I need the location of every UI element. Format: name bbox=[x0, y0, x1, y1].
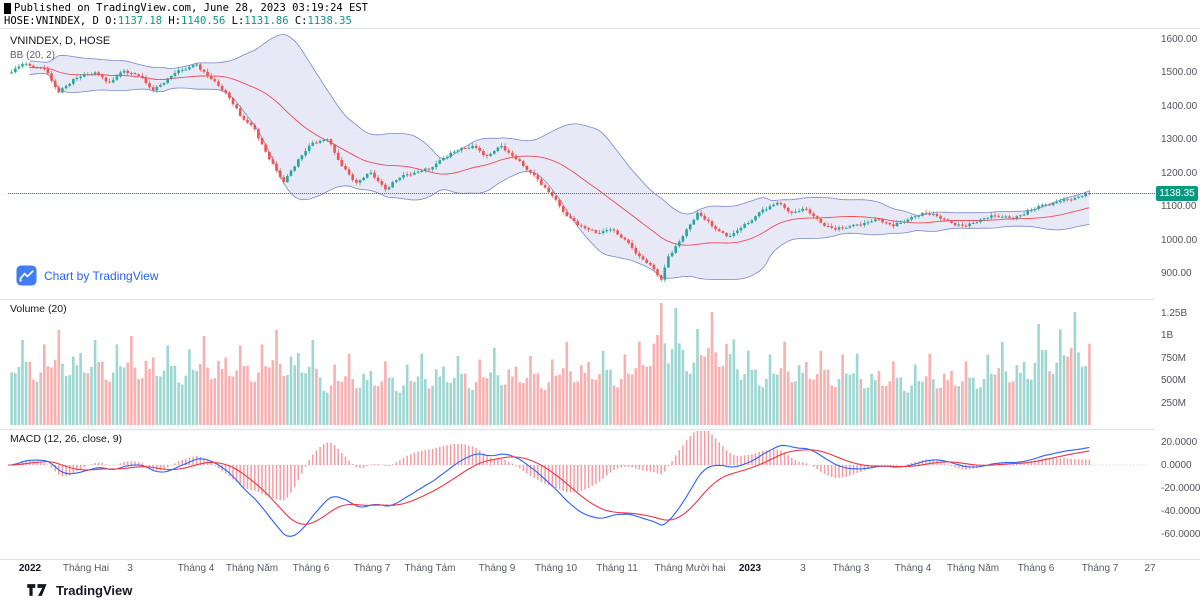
time-tick-label: 2022 bbox=[18, 563, 42, 574]
axis-tick-label: 750M bbox=[1161, 352, 1187, 364]
cursor-block bbox=[4, 2, 11, 14]
low-label: L: bbox=[231, 15, 245, 27]
axis-tick-label: -40.0000 bbox=[1161, 506, 1200, 517]
footer-brand[interactable]: TradingView bbox=[56, 582, 133, 598]
pane-separator[interactable] bbox=[0, 429, 1200, 430]
axis-tick-label: 1500.00 bbox=[1161, 67, 1198, 79]
price-pane-svg[interactable] bbox=[0, 29, 1155, 299]
time-tick-label: Tháng 4 bbox=[894, 563, 932, 574]
timescale-separator bbox=[0, 559, 1200, 560]
time-tick-label: Tháng 4 bbox=[177, 563, 215, 574]
low-value: 1131.86 bbox=[244, 15, 295, 27]
axis-tick-label: 900.00 bbox=[1161, 268, 1192, 279]
published-line: Published on TradingView.com, June 28, 2… bbox=[4, 2, 368, 14]
macd-legend[interactable]: MACD (12, 26, close, 9) bbox=[10, 433, 123, 445]
axis-tick-label: 1.25B bbox=[1161, 307, 1188, 319]
time-tick-label: Tháng Hai bbox=[62, 563, 110, 574]
chart-frame: VNINDEX, D, HOSE BB (20, 2) Volume (20) … bbox=[0, 28, 1200, 578]
volume-legend[interactable]: Volume (20) bbox=[10, 303, 67, 315]
axis-tick-label: 500M bbox=[1161, 375, 1187, 386]
tradingview-logo-icon[interactable] bbox=[26, 583, 50, 597]
price-legend-bb[interactable]: BB (20, 2) bbox=[10, 50, 56, 61]
axis-tick-label: 1B bbox=[1161, 330, 1174, 341]
axis-tick-label: 0.0000 bbox=[1161, 460, 1192, 471]
time-tick-label: Tháng 10 bbox=[534, 563, 578, 574]
time-tick-label: 3 bbox=[800, 563, 806, 574]
axis-tick-label: -20.0000 bbox=[1161, 483, 1200, 494]
footer: TradingView bbox=[0, 578, 1200, 602]
close-label: C: bbox=[294, 15, 308, 27]
time-tick-label: 3 bbox=[127, 563, 133, 574]
time-tick-label: Tháng 9 bbox=[478, 563, 516, 574]
tradingview-watermark[interactable]: Chart by TradingView bbox=[16, 265, 159, 286]
tradingview-watermark-icon bbox=[16, 265, 37, 286]
watermark-text[interactable]: Chart by TradingView bbox=[44, 268, 159, 283]
time-tick-label: Tháng 3 bbox=[832, 563, 870, 574]
price-scale[interactable]: 1138.35 1600.00 1500.00 1400.00 1300.00 1200… bbox=[1155, 29, 1200, 559]
axis-tick-label: 1200.00 bbox=[1161, 167, 1198, 179]
time-tick-label: Tháng Tám bbox=[404, 563, 456, 574]
time-tick-label: Tháng Năm bbox=[225, 563, 279, 574]
axis-tick-label: 20.0000 bbox=[1161, 437, 1198, 448]
time-tick-label: Tháng 7 bbox=[1081, 563, 1119, 574]
axis-tick-label: 1000.00 bbox=[1161, 234, 1198, 246]
time-tick-label: Tháng Năm bbox=[946, 563, 1000, 574]
close-value: 1138.35 bbox=[307, 15, 352, 27]
macd-pane-svg[interactable] bbox=[0, 429, 1155, 559]
open-label: O: bbox=[105, 15, 118, 27]
axis-tick-label: -60.0000 bbox=[1161, 529, 1200, 540]
time-tick-label: Tháng 6 bbox=[1017, 563, 1055, 574]
symbol-ohlc-line: HOSE:VNINDEX, D O:1137.18 H:1140.56 L:11… bbox=[4, 15, 352, 27]
last-price-badge: 1138.35 bbox=[1156, 185, 1198, 201]
open-value: 1137.18 bbox=[117, 15, 169, 27]
time-tick-label: Tháng 7 bbox=[353, 563, 391, 574]
time-tick-label: 27 bbox=[1144, 563, 1156, 574]
volume-pane-svg[interactable] bbox=[0, 299, 1155, 429]
symbol-text: HOSE:VNINDEX, D bbox=[4, 15, 106, 27]
axis-tick-label: 1400.00 bbox=[1161, 100, 1198, 112]
pane-separator[interactable] bbox=[0, 299, 1200, 300]
axis-tick-label: 1100.00 bbox=[1161, 201, 1197, 213]
time-tick-label: Tháng Mười hai bbox=[654, 563, 726, 574]
time-tick-label: Tháng 11 bbox=[596, 563, 638, 574]
last-price-line bbox=[8, 193, 1155, 195]
published-text: Published on TradingView.com, June 28, 2… bbox=[14, 2, 369, 14]
axis-tick-label: 250M bbox=[1161, 397, 1187, 409]
time-tick-label: 2023 bbox=[738, 563, 762, 574]
high-label: H: bbox=[168, 15, 182, 27]
time-tick-label: Tháng 6 bbox=[292, 563, 330, 574]
price-legend-symbol[interactable]: VNINDEX, D, HOSE bbox=[10, 35, 111, 47]
time-scale[interactable]: 2022 Tháng Hai 3 Tháng 4 Tháng Năm Tháng 6 Thá… bbox=[0, 559, 1156, 578]
high-value: 1140.56 bbox=[181, 15, 232, 27]
axis-tick-label: 1300.00 bbox=[1161, 134, 1198, 146]
axis-tick-label: 1600.00 bbox=[1161, 34, 1198, 45]
